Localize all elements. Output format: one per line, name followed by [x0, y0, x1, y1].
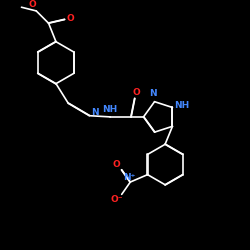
Text: O: O [132, 88, 140, 97]
Text: O: O [29, 0, 36, 9]
Text: O⁻: O⁻ [110, 195, 123, 204]
Text: O: O [67, 14, 75, 23]
Text: NH: NH [174, 100, 190, 110]
Text: O: O [113, 160, 121, 169]
Text: N: N [150, 89, 157, 98]
Text: NH: NH [102, 104, 118, 114]
Text: N: N [91, 108, 98, 117]
Text: N⁺: N⁺ [123, 173, 135, 182]
